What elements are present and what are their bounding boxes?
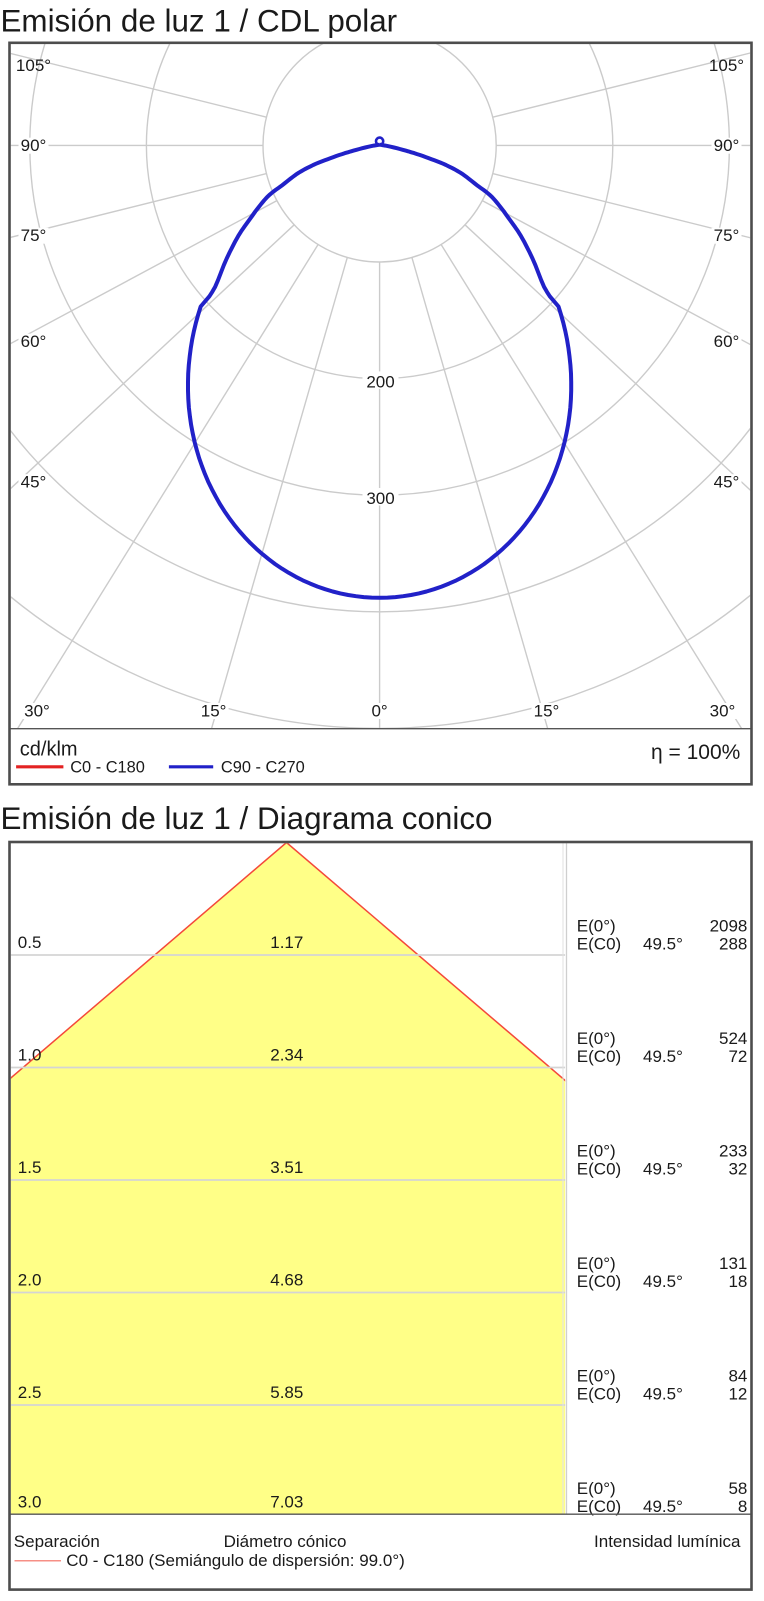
svg-text:2098: 2098 [710,917,748,936]
svg-text:131: 131 [719,1254,747,1273]
svg-text:90°: 90° [714,136,740,155]
svg-text:C90 - C270: C90 - C270 [221,759,305,777]
svg-text:η = 100%: η = 100% [651,741,740,764]
svg-text:49.5°: 49.5° [643,1385,683,1404]
svg-text:49.5°: 49.5° [643,935,683,954]
svg-text:2.0: 2.0 [18,1271,42,1290]
svg-text:E(0°): E(0°) [577,917,616,936]
svg-text:2.5: 2.5 [18,1383,42,1402]
svg-text:32: 32 [728,1160,747,1179]
svg-text:60°: 60° [714,332,740,351]
svg-text:Diámetro cónico: Diámetro cónico [224,1532,347,1551]
svg-text:105°: 105° [709,56,744,75]
svg-text:75°: 75° [21,226,47,245]
svg-text:12: 12 [728,1385,747,1404]
svg-text:E(C0): E(C0) [577,1272,621,1291]
svg-text:C0 - C180: C0 - C180 [70,759,145,777]
svg-text:1.17: 1.17 [270,933,303,952]
svg-text:3.0: 3.0 [18,1492,42,1511]
svg-text:15°: 15° [201,702,227,721]
svg-text:1.5: 1.5 [18,1158,42,1177]
svg-text:0.5: 0.5 [18,933,42,952]
svg-text:Intensidad lumínica: Intensidad lumínica [594,1532,741,1551]
svg-text:7.03: 7.03 [270,1492,303,1511]
svg-text:15°: 15° [534,702,560,721]
svg-text:Emisión de luz 1 / CDL polar: Emisión de luz 1 / CDL polar [1,4,398,39]
svg-text:105°: 105° [16,56,51,75]
svg-text:E(0°): E(0°) [577,1479,616,1498]
svg-text:E(C0): E(C0) [577,1497,621,1516]
svg-text:75°: 75° [714,226,740,245]
svg-text:E(C0): E(C0) [577,1047,621,1066]
svg-text:E(C0): E(C0) [577,1385,621,1404]
svg-text:90°: 90° [21,136,47,155]
svg-text:cd/klm: cd/klm [20,739,78,761]
svg-text:E(0°): E(0°) [577,1254,616,1273]
svg-text:E(C0): E(C0) [577,935,621,954]
svg-text:49.5°: 49.5° [643,1497,683,1516]
svg-text:60°: 60° [21,332,47,351]
svg-text:300: 300 [366,489,394,508]
svg-text:30°: 30° [710,702,736,721]
svg-text:45°: 45° [21,473,47,492]
svg-text:5.85: 5.85 [270,1383,303,1402]
svg-text:233: 233 [719,1142,747,1161]
svg-text:E(0°): E(0°) [577,1029,616,1048]
svg-text:288: 288 [719,935,747,954]
svg-text:E(C0): E(C0) [577,1160,621,1179]
svg-text:18: 18 [728,1272,747,1291]
svg-text:49.5°: 49.5° [643,1272,683,1291]
svg-text:Emisión de luz 1 / Diagrama co: Emisión de luz 1 / Diagrama conico [1,801,493,836]
svg-text:200: 200 [366,372,394,391]
svg-text:0°: 0° [371,702,387,721]
svg-text:E(0°): E(0°) [577,1142,616,1161]
svg-text:2.34: 2.34 [270,1046,303,1065]
svg-text:45°: 45° [714,473,740,492]
svg-text:8: 8 [738,1497,747,1516]
svg-text:Separación: Separación [14,1532,100,1551]
svg-text:4.68: 4.68 [270,1271,303,1290]
svg-text:72: 72 [728,1047,747,1066]
svg-text:58: 58 [728,1479,747,1498]
svg-text:1.0: 1.0 [18,1046,42,1065]
svg-text:524: 524 [719,1029,747,1048]
svg-text:30°: 30° [24,702,50,721]
svg-text:49.5°: 49.5° [643,1047,683,1066]
svg-text:C0 - C180 (Semiángulo de dispe: C0 - C180 (Semiángulo de dispersión: 99.… [66,1551,404,1570]
svg-text:49.5°: 49.5° [643,1160,683,1179]
svg-text:3.51: 3.51 [270,1158,303,1177]
svg-text:84: 84 [728,1367,747,1386]
svg-text:E(0°): E(0°) [577,1367,616,1386]
